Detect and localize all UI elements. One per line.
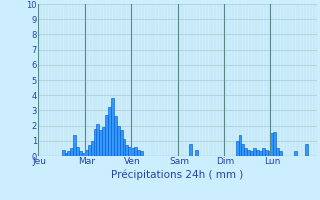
Bar [76,147,79,156]
Bar [96,124,99,156]
Bar [131,148,134,156]
Bar [250,151,253,156]
Bar [195,150,198,156]
Bar [244,148,247,156]
Bar [294,151,297,156]
Bar [241,144,244,156]
Bar [114,116,117,156]
Bar [128,147,131,156]
Bar [262,148,265,156]
Bar [120,130,123,156]
Bar [134,147,137,156]
Bar [268,151,270,156]
Bar [85,150,88,156]
Bar [270,133,273,156]
Bar [276,148,279,156]
Bar [256,150,259,156]
Bar [111,98,114,156]
Bar [99,130,102,156]
Bar [273,132,276,156]
Bar [102,127,105,156]
Bar [238,135,241,156]
Bar [189,144,192,156]
Bar [137,150,140,156]
Bar [79,151,82,156]
Bar [265,150,268,156]
Bar [125,145,128,156]
Bar [65,153,68,156]
Bar [82,153,85,156]
Bar [117,126,120,156]
Bar [88,145,91,156]
Bar [123,139,125,156]
Bar [68,151,70,156]
Bar [91,141,93,156]
Bar [140,151,143,156]
Bar [279,151,282,156]
Bar [305,144,308,156]
Bar [105,115,108,156]
Bar [247,150,250,156]
Bar [108,107,111,156]
Bar [93,129,96,156]
Bar [259,151,262,156]
Bar [236,141,238,156]
Bar [253,148,256,156]
Bar [62,150,65,156]
X-axis label: Précipitations 24h ( mm ): Précipitations 24h ( mm ) [111,169,244,180]
Bar [73,135,76,156]
Bar [70,148,73,156]
